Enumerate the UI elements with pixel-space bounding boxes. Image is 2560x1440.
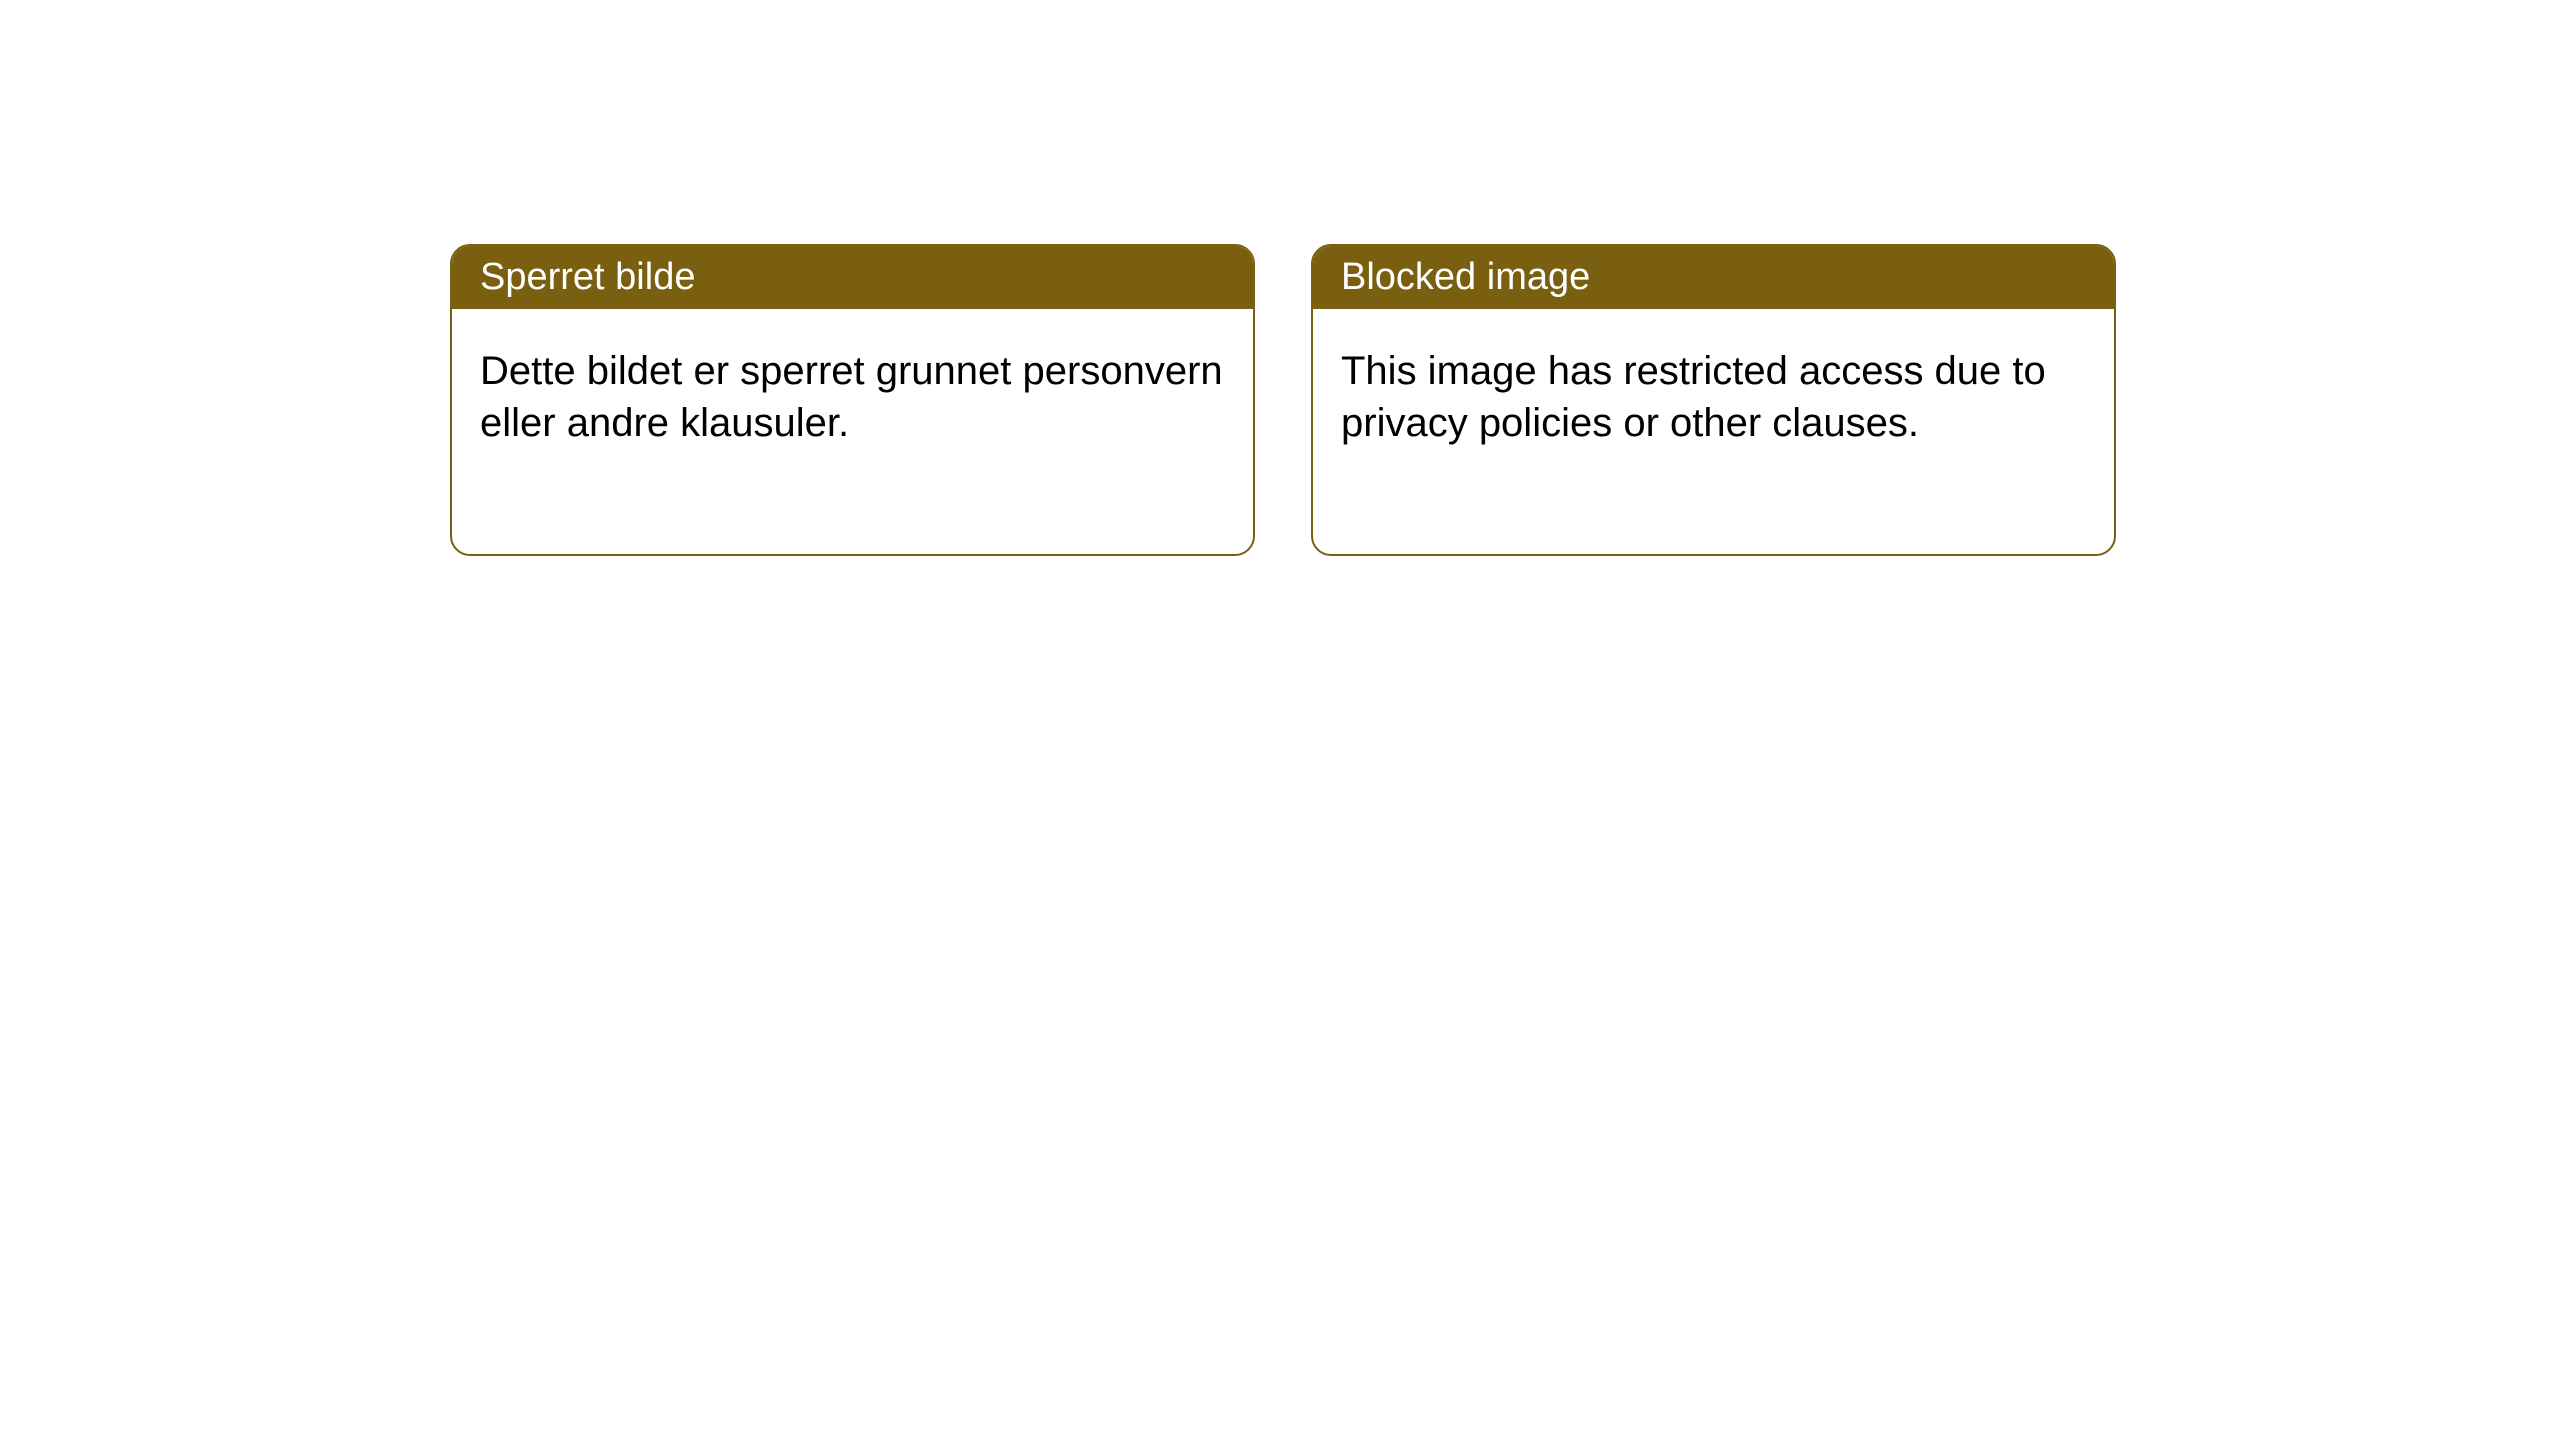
notice-card-english: Blocked image This image has restricted … — [1311, 244, 2116, 556]
card-header: Sperret bilde — [452, 246, 1253, 309]
card-header: Blocked image — [1313, 246, 2114, 309]
card-body-text: Dette bildet er sperret grunnet personve… — [480, 345, 1225, 449]
card-body-text: This image has restricted access due to … — [1341, 345, 2086, 449]
notice-cards-container: Sperret bilde Dette bildet er sperret gr… — [450, 244, 2560, 556]
card-body: This image has restricted access due to … — [1313, 309, 2114, 554]
card-title: Sperret bilde — [480, 256, 695, 298]
notice-card-norwegian: Sperret bilde Dette bildet er sperret gr… — [450, 244, 1255, 556]
card-body: Dette bildet er sperret grunnet personve… — [452, 309, 1253, 554]
card-title: Blocked image — [1341, 256, 1590, 298]
